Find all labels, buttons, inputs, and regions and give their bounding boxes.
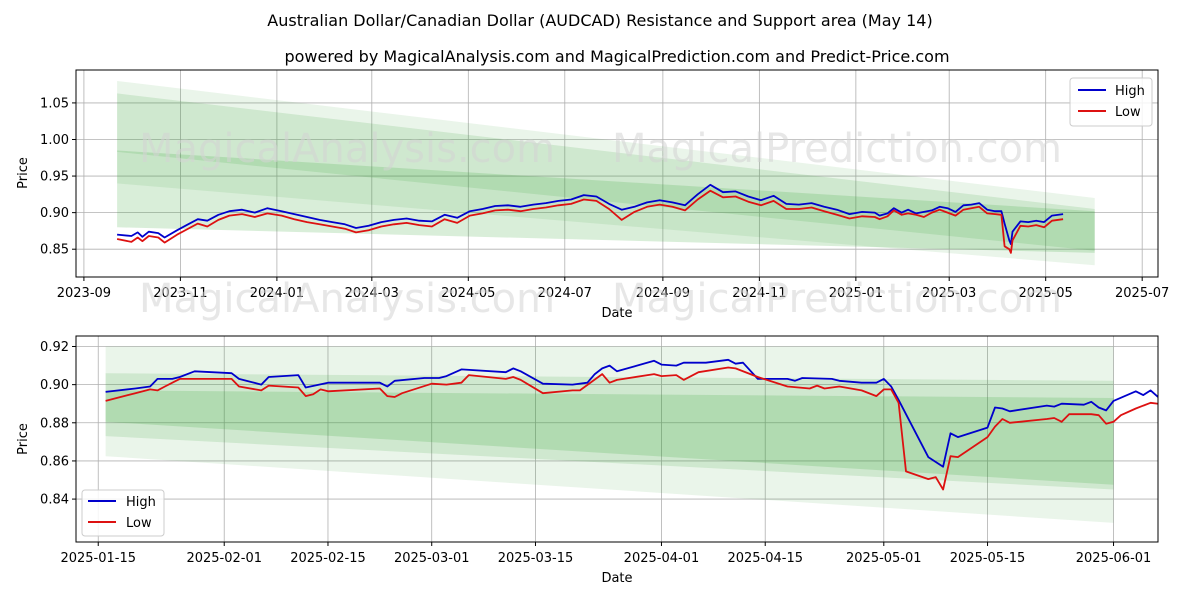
zoom-x-axis-label: Date [601, 571, 632, 586]
x-tick-label: 2025-02-15 [290, 551, 366, 566]
x-tick-label: 2025-01-15 [60, 551, 136, 566]
overview-y-axis-label: Price [16, 157, 31, 189]
zoom-frame [75, 335, 1159, 543]
x-tick-label: 2025-04-01 [624, 551, 700, 566]
y-tick-label: 0.88 [40, 416, 69, 431]
y-tick-label: 1.00 [40, 133, 69, 148]
overview-panel: 2023-09 2023-11 2024-01 2024-03 2024-05 2024-… [16, 69, 1169, 322]
x-tick-label: 2025-05-15 [950, 551, 1026, 566]
band-2 [117, 93, 1095, 251]
watermark-right: MagicalPrediction.com [612, 126, 1062, 172]
y-tick-label: 0.85 [40, 243, 69, 258]
x-tick-label: 2025-03-15 [498, 551, 574, 566]
zoom-legend: High Low [81, 489, 165, 537]
y-tick-label: 0.92 [40, 340, 69, 355]
zoom-x-ticks: 2025-01-15 2025-02-01 2025-02-15 2025-03-01… [60, 542, 1151, 566]
legend-low-label: Low [1115, 105, 1141, 120]
overview-x-ticks: 2023-09 2023-11 2024-01 2024-03 2024-05 2024-… [57, 277, 1169, 301]
chart-title: Australian Dollar/Canadian Dollar (AUDCA… [267, 11, 932, 30]
x-tick-label: 2025-01 [829, 286, 883, 301]
zoom-bands [105, 346, 1114, 523]
x-tick-label: 2024-11 [732, 286, 786, 301]
x-tick-label: 2023-09 [57, 286, 111, 301]
series-high-line [105, 358, 1158, 468]
y-tick-label: 0.95 [40, 170, 69, 185]
overview-bands [117, 81, 1095, 266]
x-tick-label: 2025-05 [1019, 286, 1073, 301]
x-tick-label: 2024-01 [250, 286, 304, 301]
y-tick-label: 0.84 [40, 493, 69, 508]
overview-legend: High Low [1069, 77, 1153, 127]
x-tick-label: 2025-07 [1115, 286, 1169, 301]
y-tick-label: 0.86 [40, 454, 69, 469]
x-tick-label: 2025-06-01 [1076, 551, 1152, 566]
x-tick-label: 2025-05-01 [846, 551, 922, 566]
x-tick-label: 2024-09 [636, 286, 690, 301]
series-low-line [105, 366, 1158, 491]
x-tick-label: 2024-03 [345, 286, 399, 301]
legend-low-label: Low [126, 516, 152, 531]
overview-watermark: MagicalAnalysis.com MagicalPrediction.co… [139, 126, 1062, 322]
legend-high-label: High [1115, 84, 1145, 99]
series-high-line [117, 183, 1064, 246]
zoom-grid [76, 336, 1158, 542]
overview-frame [75, 69, 1159, 278]
x-tick-label: 2025-03 [922, 286, 976, 301]
zoom-lines [105, 358, 1158, 491]
band-3 [105, 390, 1114, 485]
x-tick-label: 2024-07 [538, 286, 592, 301]
series-low-line [116, 189, 1064, 254]
legend-high-label: High [126, 495, 156, 510]
chart-subtitle: powered by MagicalAnalysis.com and Magic… [284, 47, 949, 66]
watermark-left-lower: MagicalAnalysis.com [139, 276, 555, 322]
overview-y-ticks: 0.85 0.90 0.95 1.00 1.05 [40, 96, 76, 258]
zoom-y-ticks: 0.84 0.86 0.88 0.90 0.92 [40, 340, 76, 508]
watermark-right-lower: MagicalPrediction.com [612, 276, 1062, 322]
y-tick-label: 0.90 [40, 206, 69, 221]
x-tick-label: 2023-11 [153, 286, 207, 301]
zoom-y-axis-label: Price [16, 423, 31, 455]
x-tick-label: 2025-04-15 [727, 551, 803, 566]
y-tick-label: 1.05 [40, 96, 69, 111]
x-tick-label: 2024-05 [441, 286, 495, 301]
overview-lines [116, 183, 1064, 254]
y-tick-label: 0.90 [40, 378, 69, 393]
zoom-panel: 2025-01-15 2025-02-01 2025-02-15 2025-03-01… [16, 335, 1159, 586]
overview-x-axis-label: Date [601, 306, 632, 321]
x-tick-label: 2025-02-01 [186, 551, 262, 566]
x-tick-label: 2025-03-01 [394, 551, 470, 566]
band-2 [105, 373, 1114, 490]
watermark-left: MagicalAnalysis.com [139, 126, 555, 172]
